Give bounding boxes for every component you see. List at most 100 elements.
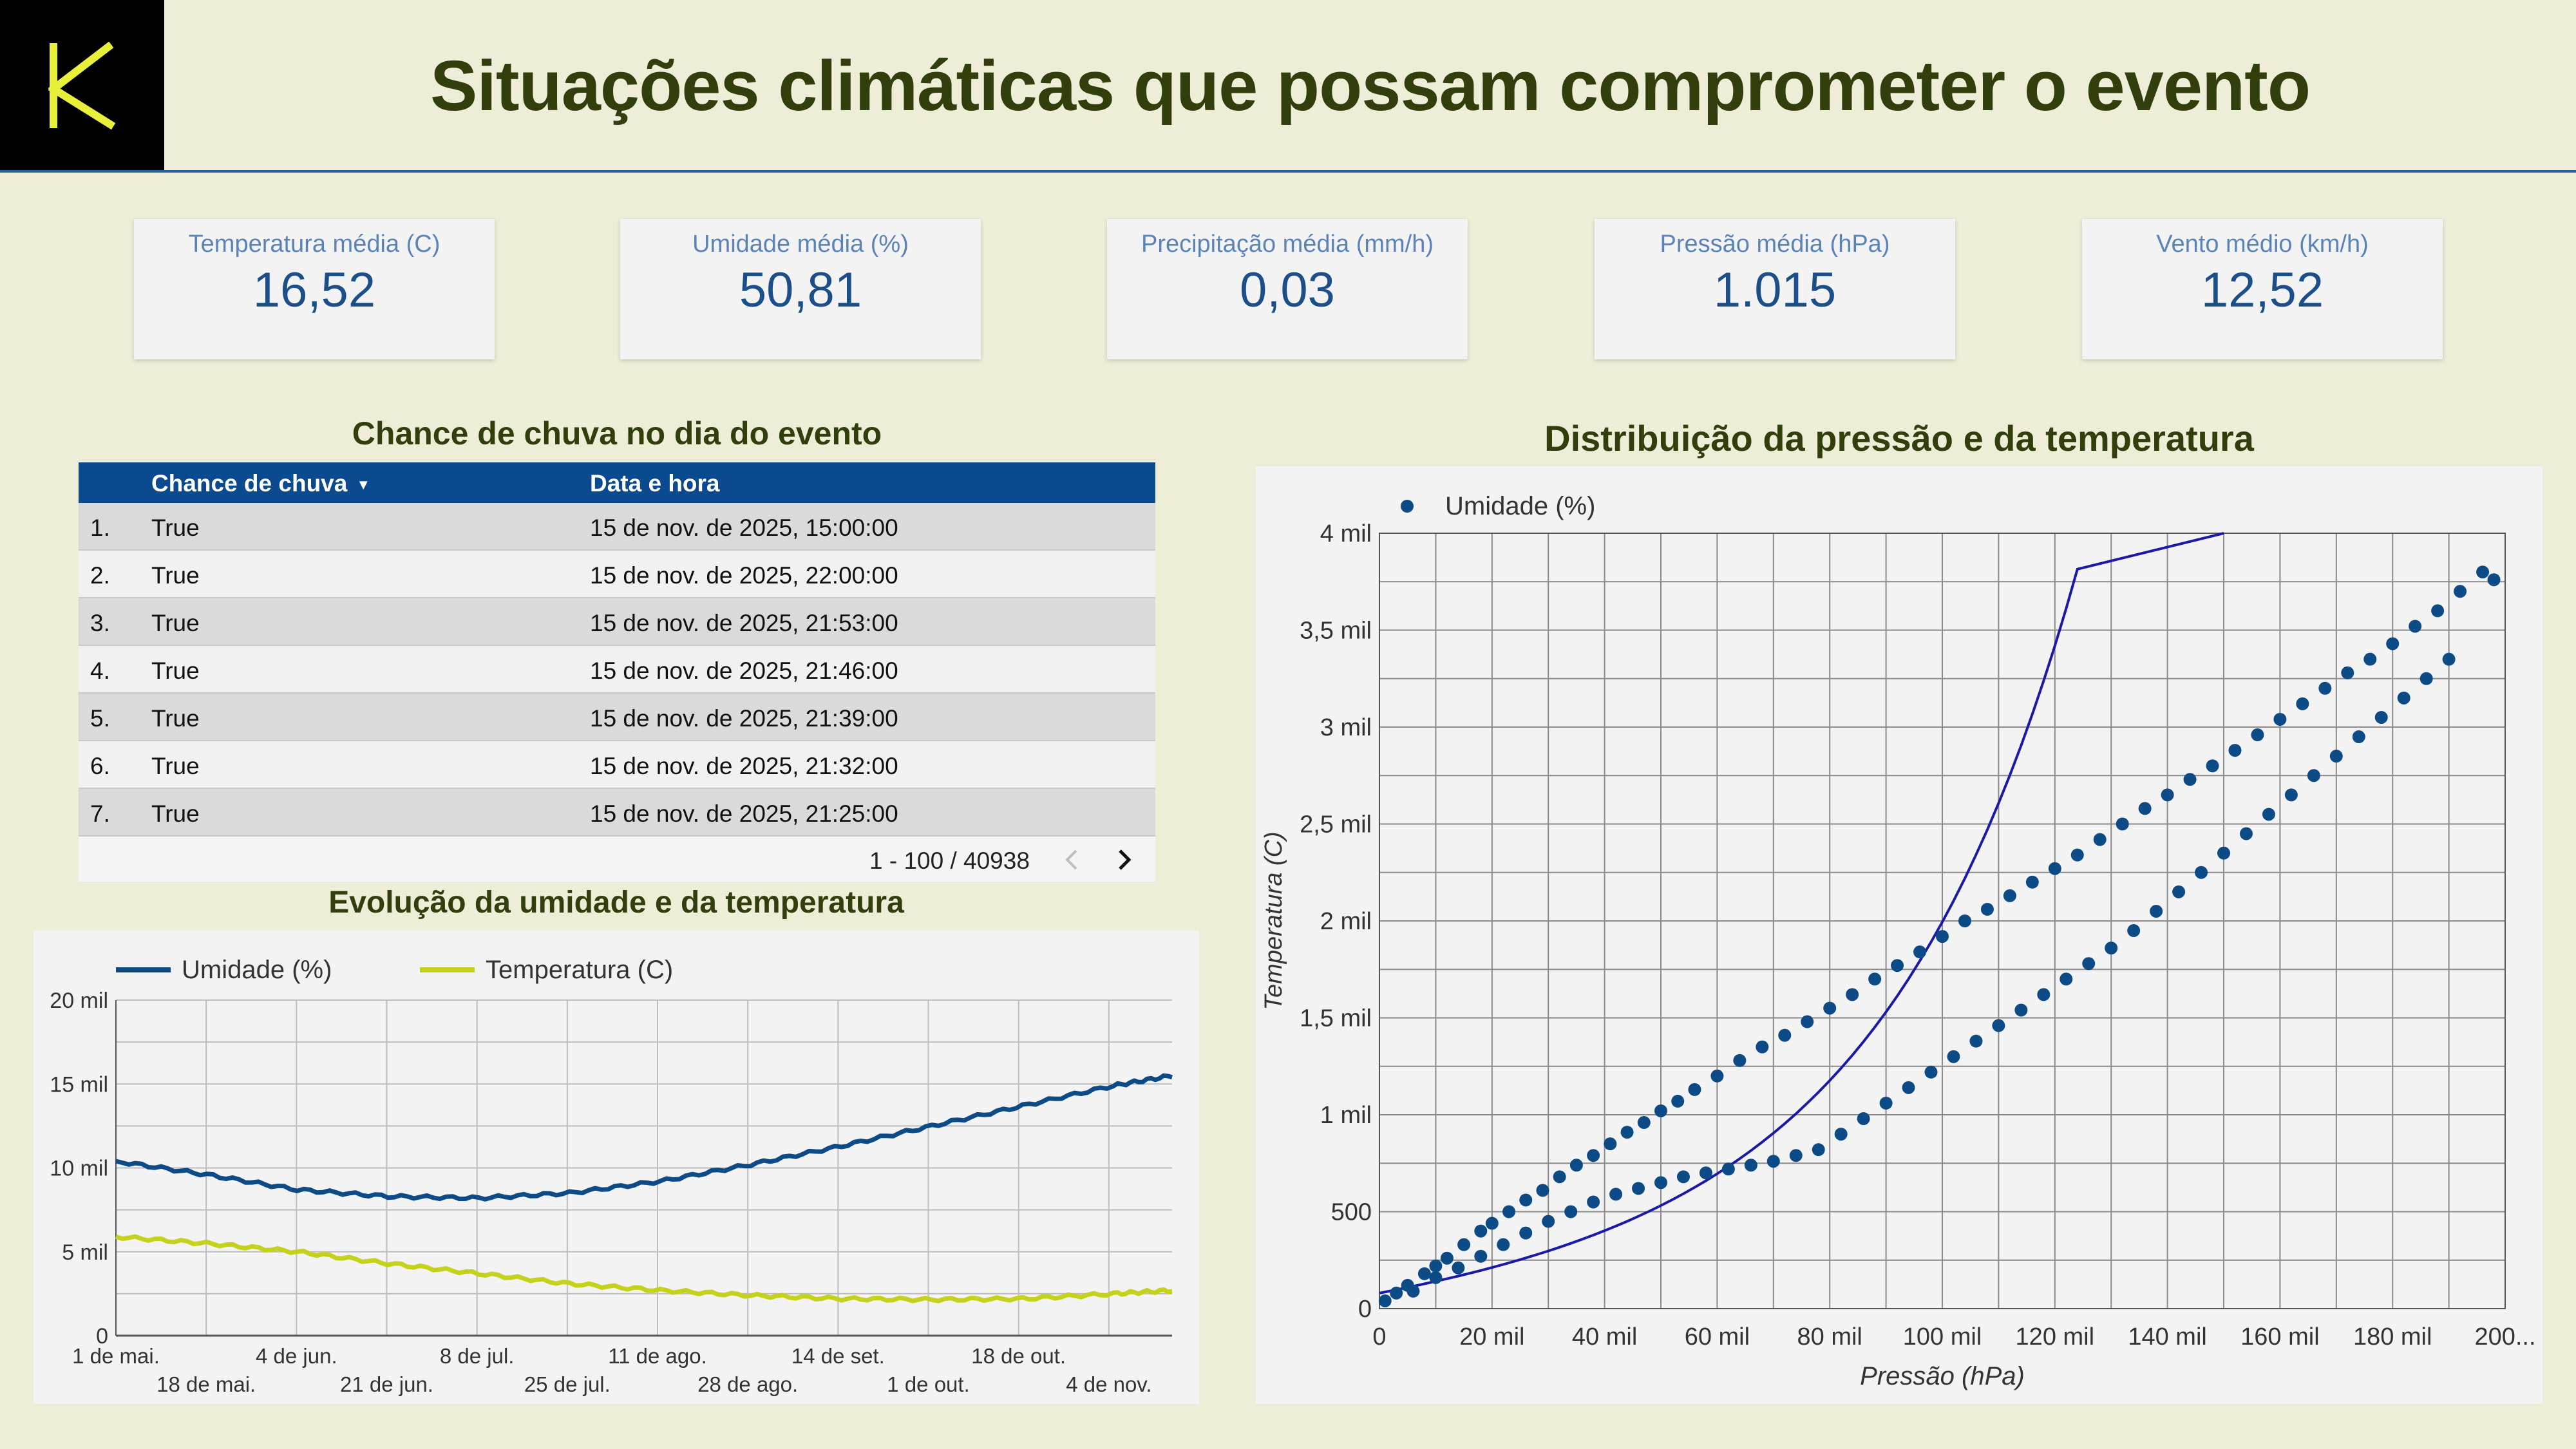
scatter-point	[1569, 1159, 1583, 1172]
row-index: 1.	[90, 515, 110, 541]
y-tick-label: 0	[1358, 1296, 1372, 1323]
y-axis-title: Temperatura (C)	[1260, 831, 1287, 1010]
scatter-point	[2431, 604, 2445, 618]
scatter-point	[1671, 1094, 1685, 1108]
legend-label: Umidade (%)	[182, 956, 332, 984]
rain-table: Chance de chuva ▼ Data e hora 1. True 15 …	[79, 462, 1155, 882]
x-tick-label: 80 mil	[1797, 1323, 1862, 1350]
scatter-point	[2420, 672, 2433, 685]
scatter-point	[2150, 904, 2163, 918]
scatter-point	[1778, 1028, 1792, 1042]
scatter-point	[2228, 744, 2242, 757]
caret-down-icon[interactable]: ▼	[356, 477, 371, 493]
scatter-point	[1744, 1159, 1757, 1172]
scatter-point	[1609, 1188, 1623, 1201]
scatter-point	[2341, 666, 2354, 679]
x-tick-label: 4 de nov.	[1066, 1372, 1151, 1396]
scatter-point	[2386, 637, 2400, 650]
table-row[interactable]: 4. True 15 de nov. de 2025, 21:46:00	[79, 646, 1155, 694]
x-tick-label: 100 mil	[1903, 1323, 1982, 1350]
scatter-point	[2014, 1003, 2028, 1017]
scatter-point	[2138, 802, 2152, 815]
rain-table-title: Chance de chuva no dia do evento	[352, 415, 882, 451]
scatter-point	[2251, 728, 2264, 742]
series-line	[115, 1234, 1173, 1303]
kpi-label: Temperatura média (C)	[188, 231, 440, 258]
column-header-chance[interactable]: Chance de chuva ▼	[151, 470, 371, 497]
scatter-point	[1519, 1226, 1533, 1240]
cell-chance: True	[151, 610, 200, 636]
header-divider	[0, 170, 2576, 173]
line-chart-title: Evolução da umidade e da temperatura	[328, 886, 904, 920]
scatter-point	[1457, 1238, 1471, 1251]
scatter-point	[1654, 1104, 1667, 1117]
scatter-point	[1440, 1251, 1454, 1265]
cell-datetime: 15 de nov. de 2025, 21:25:00	[590, 800, 898, 827]
table-row[interactable]: 2. True 15 de nov. de 2025, 22:00:00	[79, 551, 1155, 598]
cell-datetime: 15 de nov. de 2025, 21:46:00	[590, 658, 898, 684]
scatter-point	[1834, 1128, 1848, 1141]
series-line	[115, 1073, 1173, 1202]
kpi-value: 0,03	[1240, 263, 1335, 317]
line-chart-card: 0 5 mil 10 mil 15 mil 20 mil 1 de mai. 4 de ju…	[33, 931, 1199, 1404]
y-tick-label: 0	[96, 1324, 108, 1349]
row-index: 2.	[90, 562, 110, 589]
legend-label: Umidade (%)	[1445, 492, 1595, 520]
scatter-point	[2206, 759, 2219, 773]
scatter-point	[1947, 1050, 1960, 1063]
cell-datetime: 15 de nov. de 2025, 21:32:00	[590, 753, 898, 779]
scatter-chart-title: Distribuição da pressão e da temperatura	[1544, 418, 2254, 459]
cell-datetime: 15 de nov. de 2025, 21:53:00	[590, 610, 898, 636]
cell-chance: True	[151, 753, 200, 779]
line-chart: 0 5 mil 10 mil 15 mil 20 mil 1 de mai. 4 de ju…	[50, 956, 1173, 1396]
table-row[interactable]: 7. True 15 de nov. de 2025, 21:25:00	[79, 789, 1155, 837]
kpi-label: Precipitação média (mm/h)	[1141, 231, 1434, 258]
scatter-point	[1497, 1238, 1510, 1251]
scatter-point	[2487, 573, 2501, 587]
x-tick-label: 25 de jul.	[524, 1372, 611, 1396]
kpi-card-temperature: Temperatura média (C) 16,52	[134, 219, 495, 359]
x-tick-label: 18 de out.	[971, 1344, 1066, 1368]
kpi-card-humidity: Umidade média (%) 50,81	[620, 219, 981, 359]
scatter-point	[1587, 1149, 1600, 1162]
scatter-point	[2454, 585, 2467, 598]
row-index: 5.	[90, 705, 110, 732]
scatter-point	[1721, 1162, 1735, 1176]
y-tick-label: 2 mil	[1320, 908, 1372, 935]
scatter-point	[2161, 788, 2174, 802]
x-tick-label: 40 mil	[1572, 1323, 1637, 1350]
scatter-point	[1992, 1019, 2005, 1032]
scatter-point	[1378, 1294, 1392, 1307]
scatter-point	[2037, 988, 2050, 1001]
scatter-point	[1604, 1137, 1617, 1151]
table-row[interactable]: 6. True 15 de nov. de 2025, 21:32:00	[79, 741, 1155, 789]
scatter-point	[2060, 972, 2073, 986]
y-tick-label: 3,5 mil	[1300, 618, 1372, 645]
x-tick-label: 60 mil	[1685, 1323, 1750, 1350]
cell-chance: True	[151, 562, 200, 589]
table-row[interactable]: 3. True 15 de nov. de 2025, 21:53:00	[79, 598, 1155, 646]
table-row[interactable]: 1. True 15 de nov. de 2025, 15:00:00	[79, 503, 1155, 551]
x-tick-label: 1 de out.	[887, 1372, 969, 1396]
scatter-point	[1564, 1205, 1578, 1218]
scatter-point	[1891, 959, 1904, 972]
next-page-icon[interactable]	[1112, 848, 1135, 871]
scatter-point	[1846, 988, 1859, 1001]
scatter-point	[1710, 1069, 1724, 1083]
scatter-point	[1879, 1096, 1893, 1110]
scatter-point	[1958, 914, 1971, 927]
cell-chance: True	[151, 800, 200, 827]
y-tick-label: 5 mil	[62, 1240, 108, 1265]
table-row[interactable]: 5. True 15 de nov. de 2025, 21:39:00	[79, 694, 1155, 741]
prev-page-icon[interactable]	[1061, 848, 1084, 871]
cell-datetime: 15 de nov. de 2025, 15:00:00	[590, 515, 898, 541]
scatter-point	[1936, 930, 1949, 943]
scatter-point	[2352, 730, 2365, 744]
scatter-point	[2363, 652, 2377, 666]
scatter-point	[1390, 1286, 1403, 1300]
column-header-datetime[interactable]: Data e hora	[590, 470, 720, 497]
scatter-point	[1676, 1170, 1690, 1184]
scatter-point	[1733, 1054, 1747, 1067]
table-header: Chance de chuva ▼ Data e hora	[79, 462, 1155, 503]
scatter-point	[2307, 769, 2320, 782]
